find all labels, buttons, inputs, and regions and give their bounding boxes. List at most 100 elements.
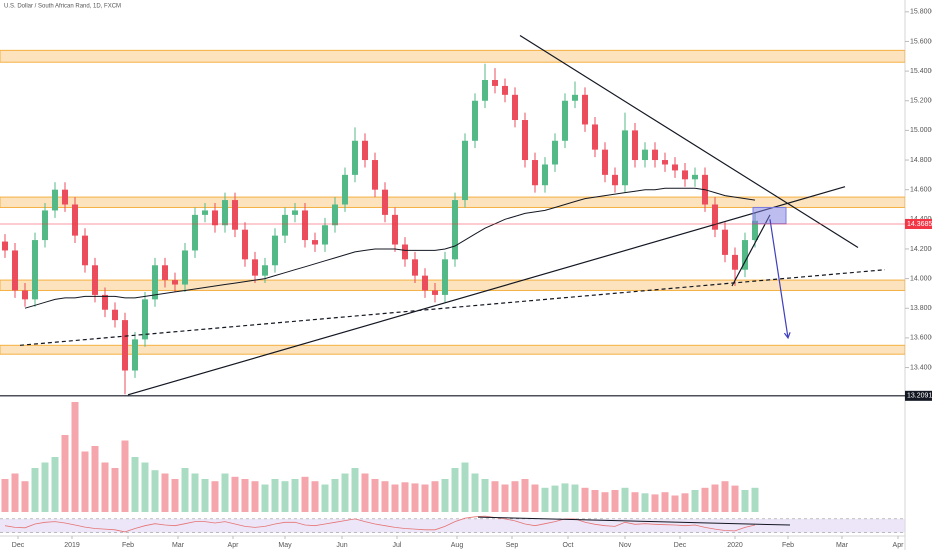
candle-body [132, 339, 138, 371]
candle-body [172, 280, 178, 285]
price-label-box [905, 390, 932, 401]
y-tick-label: 14.20000 [910, 246, 932, 253]
volume-bar [701, 487, 709, 512]
volume-bar [591, 490, 599, 512]
candle-body [182, 250, 188, 285]
volume-bar [691, 490, 699, 512]
candle-body [432, 290, 438, 295]
moving-average [24, 187, 756, 309]
y-tick-label: 14.00000 [910, 275, 932, 282]
volume-bar [291, 479, 299, 512]
candle-body [372, 160, 378, 190]
x-tick-label: Feb [122, 542, 134, 549]
volume-bar [301, 476, 309, 512]
candle-body [252, 259, 258, 276]
candle-body [32, 240, 38, 300]
arrow-head [783, 332, 791, 340]
candle-body [512, 94, 518, 121]
volume-bar [621, 487, 629, 512]
volume-bar [231, 476, 239, 512]
price-label-box [905, 218, 932, 229]
volume-bar [611, 490, 619, 512]
candle-body [532, 160, 538, 186]
candle-body [392, 214, 398, 245]
candle-body [292, 210, 298, 215]
candle-body [162, 265, 168, 281]
volume-bar [351, 468, 359, 512]
volume-bar [471, 473, 479, 512]
volume-bar [651, 494, 659, 512]
support-resistance-zone [0, 344, 905, 355]
x-tick-label: Apr [228, 542, 240, 549]
candle-body [122, 320, 128, 371]
x-tick-label: Sep [506, 542, 519, 549]
x-tick-label: 2020 [727, 542, 743, 549]
volume-bar [381, 481, 389, 512]
volume-bar [211, 481, 219, 512]
candle-body [662, 160, 668, 165]
volume-bar [461, 462, 469, 512]
y-tick-label: 15.20000 [910, 98, 932, 105]
volume-bar [441, 479, 449, 512]
volume-bar [321, 484, 329, 512]
volume-bar [391, 484, 399, 512]
rsi-line [4, 515, 756, 533]
candle-body [402, 244, 408, 260]
candle-body [202, 210, 208, 215]
volume-bar [101, 462, 109, 512]
candle-body [92, 265, 98, 295]
candle-body [22, 290, 28, 300]
volume-bar [21, 481, 29, 512]
volume-bar [51, 457, 59, 512]
volume-bar [571, 484, 579, 512]
x-tick-label: Nov [619, 542, 632, 549]
volume-bar [681, 493, 689, 512]
candle-body [212, 210, 218, 226]
candle-body [572, 94, 578, 101]
candle-body [82, 235, 88, 266]
candle-body [422, 275, 428, 291]
candle-body [542, 164, 548, 186]
candle-body [382, 189, 388, 215]
volume-bar [601, 492, 609, 512]
x-tick-label: Mar [836, 542, 849, 549]
volume-bar [751, 487, 759, 512]
candle-body [42, 210, 48, 241]
volume-bar [421, 484, 429, 512]
volume-bar [661, 492, 669, 512]
volume-bar [581, 487, 589, 512]
support-resistance-zone [0, 279, 905, 291]
candle-body [352, 140, 358, 175]
volume-bar [511, 481, 519, 512]
y-tick-label: 13.60000 [910, 335, 932, 342]
candle-body [742, 240, 748, 270]
candle-body [412, 259, 418, 276]
axes: 13.40000 13.60000 13.80000 14.00000 14.20000… [12, 9, 932, 549]
candle-body [592, 124, 598, 150]
candle-body [552, 140, 558, 165]
trendline [127, 186, 846, 396]
candle-body [52, 189, 58, 211]
volume-bar [671, 495, 679, 512]
volume-bar [491, 481, 499, 512]
volume-bar [111, 468, 119, 512]
volume-bar [721, 481, 729, 512]
volume-bar [181, 468, 189, 512]
rsi-trendline [477, 516, 791, 526]
volume-bar [281, 481, 289, 512]
x-tick-label: Jun [336, 542, 347, 549]
candle-body [752, 220, 758, 241]
volume-bar [241, 479, 249, 512]
y-tick-label: 15.00000 [910, 127, 932, 134]
volume-bar [731, 485, 739, 512]
candle-body [602, 149, 608, 175]
volume-bar [41, 462, 49, 512]
volume-bar [11, 473, 19, 512]
volume-bar [501, 484, 509, 512]
volume-bar [191, 473, 199, 512]
trendline [19, 269, 886, 346]
candle-body [322, 225, 328, 245]
candle-body [362, 140, 368, 161]
candle-body [672, 164, 678, 171]
